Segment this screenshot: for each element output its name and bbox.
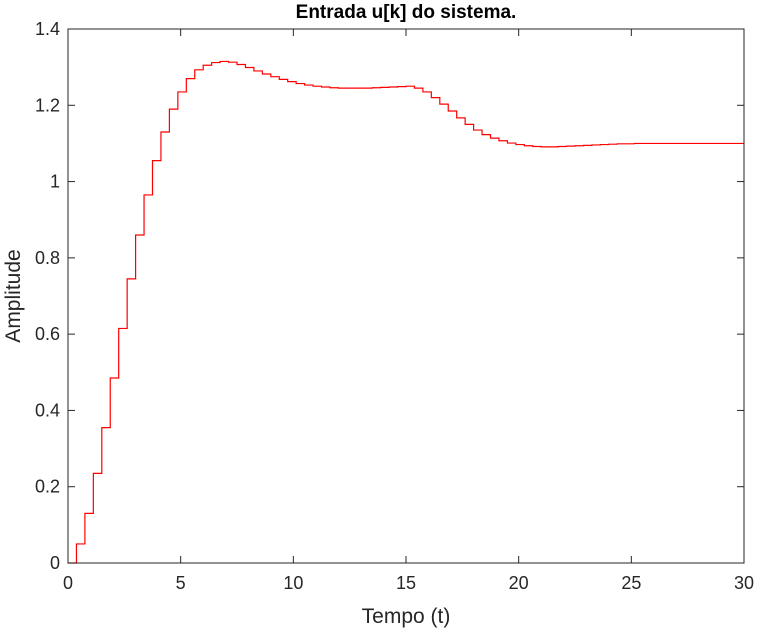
chart-title: Entrada u[k] do sistema. — [296, 2, 517, 23]
x-tick-label: 30 — [734, 573, 754, 593]
x-tick-label: 10 — [283, 573, 303, 593]
y-tick-label: 0.6 — [35, 324, 60, 344]
y-tick-label: 0.8 — [35, 248, 60, 268]
x-tick-label: 0 — [63, 573, 73, 593]
y-tick-label: 1 — [50, 172, 60, 192]
y-axis-label: Amplitude — [2, 249, 25, 342]
x-axis-label: Tempo (t) — [362, 605, 451, 628]
x-tick-label: 20 — [509, 573, 529, 593]
x-tick-label: 5 — [176, 573, 186, 593]
y-tick-label: 0.2 — [35, 477, 60, 497]
series-line-u-k — [68, 60, 744, 564]
plot-frame — [67, 28, 745, 564]
y-tick-label: 1.4 — [35, 19, 60, 39]
y-axis-ticks: 0 0.2 0.4 0.6 0.8 1 1.2 1.4 — [35, 19, 744, 573]
y-tick-label: 0 — [50, 553, 60, 573]
x-tick-label: 15 — [396, 573, 416, 593]
y-tick-label: 1.2 — [35, 95, 60, 115]
plot-area — [68, 29, 744, 563]
y-tick-label: 0.4 — [35, 400, 60, 420]
x-tick-label: 25 — [621, 573, 641, 593]
